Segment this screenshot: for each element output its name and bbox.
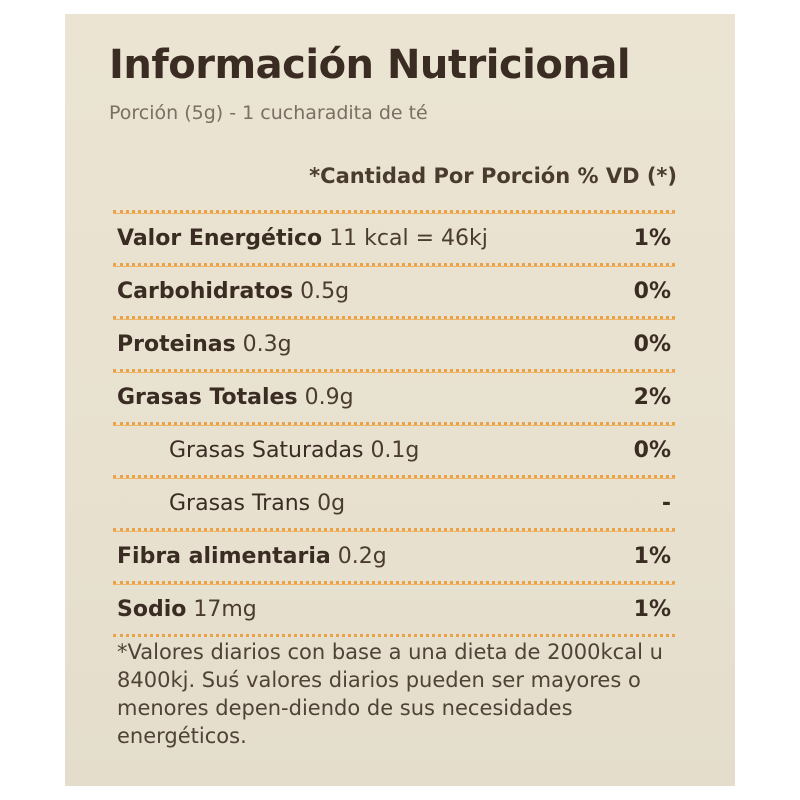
- table-row: Grasas Trans 0g -: [113, 475, 675, 528]
- nutrition-label: Información Nutricional Porción (5g) - 1…: [65, 14, 735, 786]
- footnote: *Valores diarios con base a una dieta de…: [117, 640, 663, 748]
- nutrient-label: Grasas Totales 0.9g: [117, 385, 354, 410]
- nutrient-amount: 17mg: [193, 597, 257, 622]
- table-row: Fibra alimentaria 0.2g 1%: [113, 528, 675, 581]
- daily-value: 0%: [633, 332, 671, 357]
- nutrient-amount: 0.9g: [304, 385, 354, 410]
- nutrient-label: Valor Energético 11 kcal = 46kj: [117, 226, 488, 251]
- nutrient-name: Valor Energético: [117, 226, 323, 251]
- daily-value: 1%: [633, 597, 671, 622]
- nutrient-name: Fibra alimentaria: [117, 544, 331, 569]
- serving-size: Porción (5g) - 1 cucharadita de té: [109, 102, 428, 124]
- daily-value: 0%: [633, 279, 671, 304]
- nutrient-label: Sodio 17mg: [117, 597, 257, 622]
- daily-value: 1%: [633, 226, 671, 251]
- table-row: Sodio 17mg 1%: [113, 581, 675, 637]
- nutrient-label: Proteinas 0.3g: [117, 332, 292, 357]
- nutrient-amount: 0.2g: [337, 544, 387, 569]
- daily-value: 2%: [633, 385, 671, 410]
- nutrient-amount: 0.3g: [242, 332, 292, 357]
- nutrient-label: Fibra alimentaria 0.2g: [117, 544, 387, 569]
- nutrient-name: Sodio: [117, 597, 187, 622]
- table-row: Carbohidratos 0.5g 0%: [113, 263, 675, 316]
- nutrient-amount: 0.1g: [370, 438, 420, 463]
- daily-value: 0%: [633, 438, 671, 463]
- nutrient-amount: 11 kcal = 46kj: [329, 226, 488, 251]
- nutrient-amount: 0.5g: [300, 279, 350, 304]
- nutrient-name: Proteinas: [117, 332, 236, 357]
- table-header: *Cantidad Por Porción % VD (*): [309, 164, 677, 188]
- table-row: Proteinas 0.3g 0%: [113, 316, 675, 369]
- nutrient-name: Grasas Totales: [117, 385, 298, 410]
- nutrient-name: Carbohidratos: [117, 279, 294, 304]
- nutrient-label: Grasas Trans 0g: [169, 491, 345, 516]
- daily-value: -: [661, 491, 671, 516]
- daily-value: 1%: [633, 544, 671, 569]
- nutrient-amount: 0g: [317, 491, 346, 516]
- table-row: Grasas Saturadas 0.1g 0%: [113, 422, 675, 475]
- label-title: Información Nutricional: [109, 42, 631, 88]
- table-row: Grasas Totales 0.9g 2%: [113, 369, 675, 422]
- nutrient-label: Grasas Saturadas 0.1g: [169, 438, 419, 463]
- nutrition-table: Valor Energético 11 kcal = 46kj 1% Carbohi…: [113, 210, 675, 637]
- nutrient-label: Carbohidratos 0.5g: [117, 279, 349, 304]
- nutrient-name: Grasas Trans: [169, 491, 311, 516]
- nutrient-name: Grasas Saturadas: [169, 438, 364, 463]
- table-row: Valor Energético 11 kcal = 46kj 1%: [113, 210, 675, 263]
